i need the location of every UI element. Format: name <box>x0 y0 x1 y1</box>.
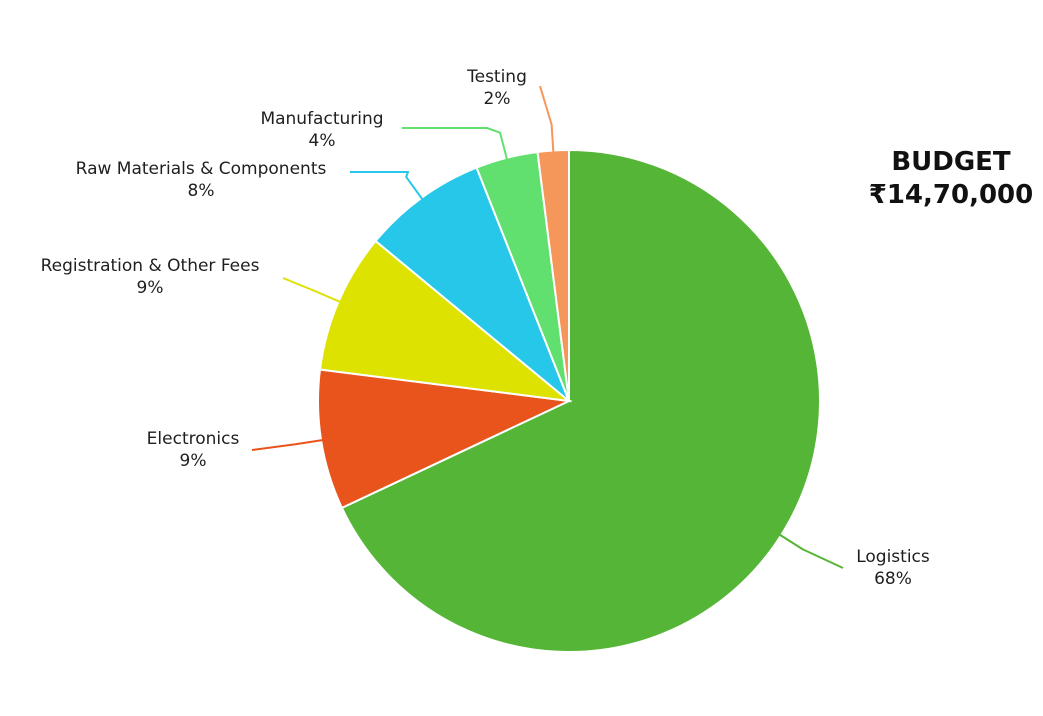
leader-line-1 <box>778 533 844 569</box>
slice-category-label: Testing <box>466 67 527 87</box>
leader-line-5 <box>402 127 509 161</box>
slice-category-label: Raw Materials & Components <box>76 159 327 179</box>
slice-category-label: Electronics <box>147 429 240 449</box>
leader-line-2 <box>251 439 324 451</box>
slice-percent-label: 9% <box>137 278 164 298</box>
leader-line-3 <box>282 277 341 304</box>
slice-category-label: Registration & Other Fees <box>41 256 260 276</box>
slice-percent-label: 4% <box>309 131 336 151</box>
leader-line-6 <box>539 85 555 153</box>
slice-category-label: Manufacturing <box>260 109 383 129</box>
slice-percent-label: 8% <box>188 181 215 201</box>
slice-category-label: Logistics <box>856 547 930 567</box>
budget-amount: ₹14,70,000 <box>868 180 1034 210</box>
budget-title: BUDGET <box>891 147 1011 177</box>
slice-percent-label: 2% <box>484 89 511 109</box>
slice-percent-label: 9% <box>180 451 207 471</box>
leader-line-4 <box>350 171 424 201</box>
budget-box: BUDGET ₹14,70,000 <box>866 146 1036 212</box>
slice-percent-label: 68% <box>874 569 912 589</box>
leader-lines <box>251 85 844 569</box>
pie-slices <box>317 148 821 653</box>
